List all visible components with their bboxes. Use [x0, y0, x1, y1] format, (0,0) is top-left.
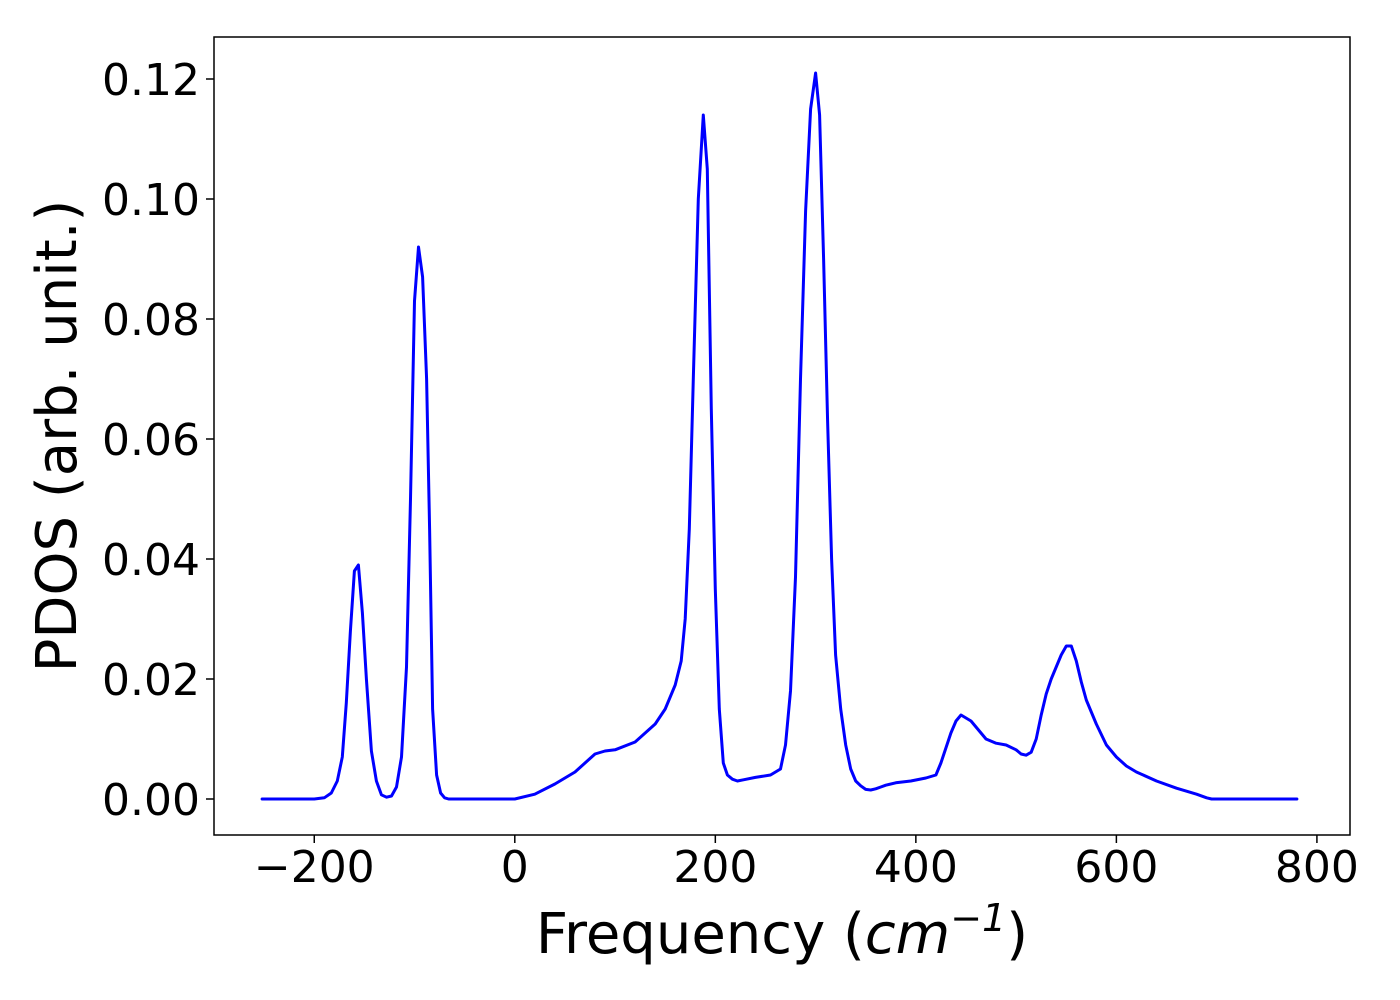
pdos-line	[260, 71, 1299, 801]
y-tick-label: 0.10	[102, 175, 200, 226]
y-tick-label: 0.06	[102, 415, 200, 466]
x-tick-label: 0	[501, 842, 529, 893]
plot-frame	[213, 36, 1351, 836]
y-axis-ticks: 0.00 0.02 0.04 0.06 0.08 0.10 0.12	[102, 55, 214, 826]
y-tick-label: 0.04	[102, 535, 200, 586]
y-tick-label: 0.02	[102, 655, 200, 706]
y-tick-label: 0.12	[102, 55, 200, 106]
x-tick-label: 800	[1275, 842, 1359, 893]
x-tick-label: 400	[874, 842, 958, 893]
x-axis-ticks: −200 0 200 400 600 800	[254, 835, 1359, 893]
y-axis-label: PDOS (arb. unit.)	[25, 200, 90, 673]
x-tick-label: −200	[254, 842, 375, 893]
x-axis-label: Frequency (cm−1)	[536, 896, 1028, 967]
y-tick-label: 0.00	[102, 775, 200, 826]
y-tick-label: 0.08	[102, 295, 200, 346]
x-tick-label: 200	[673, 842, 757, 893]
x-tick-label: 600	[1074, 842, 1158, 893]
